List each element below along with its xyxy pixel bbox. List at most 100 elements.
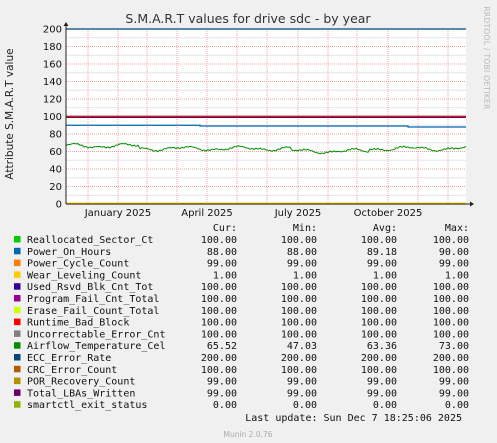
legend-label-runtime-bad-block: Runtime_Bad_Block	[27, 318, 129, 329]
legend-avg-value: 100.00	[361, 235, 397, 246]
legend-max-value: 1.00	[445, 270, 469, 281]
legend-min-value: 200.00	[281, 353, 317, 364]
legend-avg-value: 0.00	[373, 400, 397, 411]
legend-avg-value: 99.00	[367, 388, 397, 399]
legend-max-value: 99.00	[439, 259, 469, 270]
legend-max-value: 200.00	[433, 353, 469, 364]
legend-label-airflow-temperature-cel: Airflow_Temperature_Cel	[27, 341, 165, 352]
legend-label-smartctl-exit-status: smartctl_exit_status	[27, 400, 147, 411]
x-tick-label: October 2025	[354, 208, 423, 219]
legend-label-por-recovery-count: POR_Recovery_Count	[27, 377, 135, 388]
legend-cur-value: 0.00	[213, 400, 237, 411]
legend: Cur: Min: Avg: Max: Reallocated_Sector_Ct 100…	[14, 223, 469, 411]
legend-swatch-smartctl-exit-status	[14, 401, 21, 408]
legend-min-value: 99.00	[287, 259, 317, 270]
legend-cur-value: 65.52	[207, 341, 237, 352]
legend-avg-value: 200.00	[361, 353, 397, 364]
legend-swatch-used-rsvd-blk-cnt-tot	[14, 283, 21, 290]
legend-min-value: 1.00	[293, 270, 317, 281]
legend-max-value: 90.00	[439, 247, 469, 258]
legend-swatch-uncorrectable-error-cnt	[14, 330, 21, 337]
series-line-airflow-temperature-cel	[65, 142, 467, 155]
legend-swatch-wear-leveling-count	[14, 271, 21, 278]
legend-swatch-total-lbas-written	[14, 389, 21, 396]
legend-swatch-erase-fail-count-total	[14, 306, 21, 314]
legend-label-power-cycle-count: Power_Cycle_Count	[27, 259, 129, 270]
legend-swatch-runtime-bad-block	[14, 318, 21, 326]
y-tick-label: 80	[49, 130, 62, 141]
y-tick-label: 140	[43, 77, 62, 88]
chart-title: S.M.A.R.T values for drive sdc - by year	[125, 11, 371, 26]
legend-label-power-on-hours: Power_On_Hours	[27, 247, 111, 258]
legend-header-avg: Avg:	[373, 223, 397, 234]
legend-avg-value: 1.00	[373, 270, 397, 281]
legend-max-value: 99.00	[439, 388, 469, 399]
legend-label-crc-error-count: CRC_Error_Count	[27, 365, 117, 376]
legend-cur-value: 99.00	[207, 377, 237, 388]
legend-header-cur: Cur:	[213, 223, 237, 234]
y-axis-label: Attribute S.M.A.R.T value	[4, 48, 16, 179]
legend-min-value: 100.00	[281, 235, 317, 246]
legend-header-max: Max:	[445, 223, 469, 234]
legend-cur-value: 100.00	[201, 318, 237, 329]
legend-cur-value: 100.00	[201, 235, 237, 246]
legend-swatch-power-cycle-count	[14, 259, 21, 267]
legend-cur-value: 100.00	[201, 365, 237, 376]
series-line-power-on-hours	[66, 124, 466, 128]
legend-min-value: 100.00	[281, 329, 317, 340]
y-tick-label: 200	[43, 25, 62, 36]
legend-max-value: 0.00	[445, 400, 469, 411]
x-tick-label: January 2025	[84, 208, 152, 219]
munin-version: Munin 2.0.76	[223, 430, 272, 439]
legend-avg-value: 100.00	[361, 294, 397, 305]
legend-cur-value: 100.00	[201, 282, 237, 293]
legend-min-value: 100.00	[281, 282, 317, 293]
legend-min-value: 100.00	[281, 306, 317, 317]
legend-swatch-power-on-hours	[14, 247, 21, 255]
legend-max-value: 100.00	[433, 318, 469, 329]
legend-avg-value: 99.00	[367, 259, 397, 270]
legend-max-value: 100.00	[433, 235, 469, 246]
axes: 0 20 40 60 80 100 120 140 160 180 200 January 2025 A…	[43, 22, 474, 219]
legend-min-value: 99.00	[287, 388, 317, 399]
legend-max-value: 73.00	[439, 341, 469, 352]
legend-cur-value: 88.00	[207, 247, 237, 258]
legend-cur-value: 100.00	[201, 306, 237, 317]
legend-swatch-airflow-temperature-cel	[14, 342, 21, 349]
legend-min-value: 88.00	[287, 247, 317, 258]
legend-min-value: 100.00	[281, 365, 317, 376]
legend-cur-value: 200.00	[201, 353, 237, 364]
legend-avg-value: 89.18	[367, 247, 397, 258]
legend-min-value: 99.00	[287, 377, 317, 388]
legend-label-ecc-error-rate: ECC_Error_Rate	[27, 353, 111, 364]
legend-avg-value: 100.00	[361, 365, 397, 376]
y-tick-label: 40	[49, 165, 62, 176]
y-tick-label: 0	[56, 200, 62, 211]
x-axis-arrow	[470, 201, 474, 207]
legend-cur-value: 99.00	[207, 388, 237, 399]
legend-swatch-program-fail-cnt-total	[14, 295, 21, 302]
rrdtool-watermark: RRDTOOL / TOBI OETIKER	[482, 6, 491, 109]
last-update: Last update: Sun Dec 7 18:25:06 2025	[245, 413, 462, 424]
legend-label-wear-leveling-count: Wear_Leveling_Count	[27, 270, 141, 281]
y-tick-label: 120	[43, 95, 62, 106]
y-tick-label: 160	[43, 60, 62, 71]
legend-max-value: 100.00	[433, 282, 469, 293]
legend-avg-value: 63.36	[367, 341, 397, 352]
legend-avg-value: 100.00	[361, 282, 397, 293]
legend-label-used-rsvd-blk-cnt-tot: Used_Rsvd_Blk_Cnt_Tot	[27, 282, 153, 293]
legend-label-uncorrectable-error-cnt: Uncorrectable_Error_Cnt	[27, 329, 165, 340]
legend-swatch-por-recovery-count	[14, 377, 21, 385]
legend-min-value: 0.00	[293, 400, 317, 411]
y-tick-label: 60	[49, 147, 62, 158]
legend-max-value: 100.00	[433, 306, 469, 317]
legend-swatch-ecc-error-rate	[14, 354, 21, 361]
legend-max-value: 100.00	[433, 294, 469, 305]
legend-avg-value: 100.00	[361, 329, 397, 340]
legend-cur-value: 99.00	[207, 259, 237, 270]
legend-max-value: 100.00	[433, 365, 469, 376]
legend-min-value: 100.00	[281, 294, 317, 305]
x-tick-label: July 2025	[274, 208, 322, 219]
